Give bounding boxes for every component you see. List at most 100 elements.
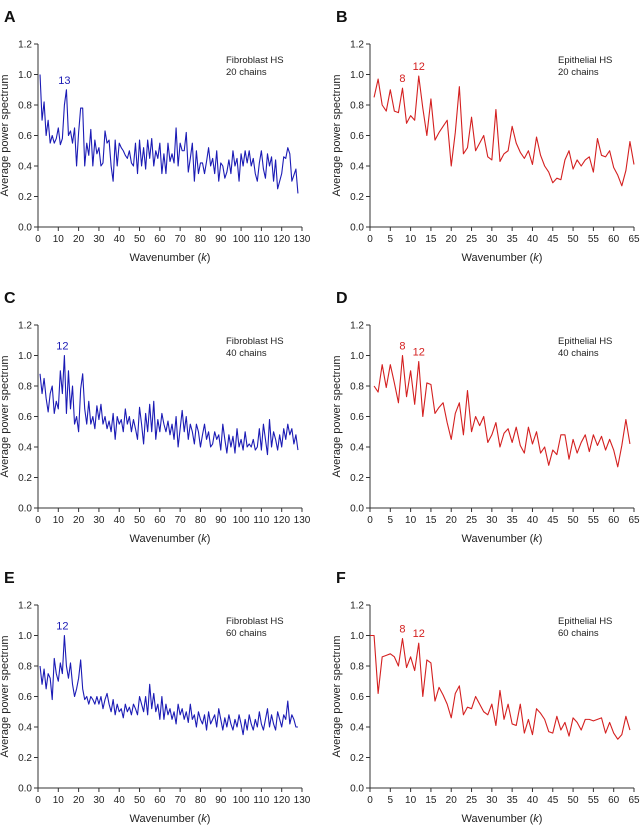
y-tick-label: 1.0	[350, 631, 364, 642]
x-tick-label: 10	[53, 515, 65, 526]
x-tick-label: 130	[294, 515, 311, 526]
x-tick-label: 30	[486, 234, 498, 245]
x-axis-label-variable: k	[533, 533, 539, 545]
y-tick-label: 0.0	[350, 223, 364, 234]
x-tick-label: 20	[73, 234, 85, 245]
y-tick-label: 1.0	[18, 631, 32, 642]
x-tick-label: 30	[486, 515, 498, 526]
x-tick-label: 120	[273, 234, 290, 245]
y-tick-label: 0.4	[18, 723, 32, 734]
y-tick-label: 0.4	[18, 443, 32, 454]
panel-f: F 0.0 0.2 0.4 0.6 0.8 1.0 1.2 0 5 10 15 20 25 30 35 40 45…	[331, 570, 640, 825]
peak-annotation: 8	[399, 341, 405, 353]
panel-e: E 0.0 0.2 0.4 0.6 0.8 1.0 1.2 0 10 20 30 40 50 60 70 80 9…	[0, 570, 311, 825]
y-axis-label: Average power spectrum	[331, 74, 343, 196]
x-tick-label: 0	[35, 795, 41, 806]
x-axis-label-prefix: Wavenumber (	[462, 813, 534, 825]
y-tick-label: 0.0	[350, 504, 364, 515]
x-tick-label: 70	[175, 795, 187, 806]
x-tick-label: 110	[253, 795, 269, 806]
legend-text: 40 chains	[226, 348, 267, 359]
y-tick-label: 1.0	[18, 70, 32, 81]
panel-letter: A	[4, 9, 16, 26]
x-axis-label: Wavenumber (k)	[130, 252, 211, 264]
legend-text: Fibroblast HS	[226, 616, 284, 627]
x-tick-label: 120	[273, 795, 290, 806]
x-axis-label-prefix: Wavenumber (	[130, 813, 202, 825]
x-tick-label: 25	[466, 795, 478, 806]
peak-annotation: 8	[399, 624, 405, 636]
panel-letter: D	[336, 290, 348, 307]
x-axis-label: Wavenumber (k)	[130, 813, 211, 825]
x-axis-label-prefix: Wavenumber (	[130, 533, 202, 545]
x-tick-label: 30	[93, 515, 105, 526]
y-tick-label: 0.4	[350, 162, 364, 173]
x-tick-label: 40	[114, 515, 126, 526]
y-tick-label: 0.8	[18, 101, 32, 112]
y-tick-label: 0.8	[350, 382, 364, 393]
x-tick-label: 25	[466, 515, 478, 526]
x-tick-label: 60	[608, 234, 620, 245]
x-tick-label: 80	[195, 515, 207, 526]
legend-text: Epithelial HS	[558, 336, 612, 347]
x-axis-label-variable: k	[533, 813, 539, 825]
series-line	[39, 634, 298, 736]
x-tick-label: 45	[547, 515, 559, 526]
x-axis-label: Wavenumber (k)	[462, 533, 543, 545]
x-tick-label: 50	[134, 515, 146, 526]
x-tick-label: 40	[114, 795, 126, 806]
x-tick-label: 40	[527, 515, 539, 526]
peak-annotation: 8	[399, 73, 405, 85]
x-tick-label: 80	[195, 795, 207, 806]
x-tick-label: 10	[405, 234, 417, 245]
x-tick-label: 65	[628, 515, 640, 526]
series-line	[373, 75, 635, 187]
x-tick-label: 65	[628, 795, 640, 806]
x-tick-label: 30	[93, 234, 105, 245]
y-axis-label: Average power spectrum	[331, 635, 343, 757]
y-tick-label: 0.8	[18, 382, 32, 393]
x-tick-label: 65	[628, 234, 640, 245]
y-tick-label: 0.6	[18, 131, 32, 142]
x-axis-label: Wavenumber (k)	[462, 252, 543, 264]
series-line	[370, 634, 631, 740]
x-tick-label: 110	[253, 515, 269, 526]
series-line	[39, 74, 299, 194]
x-tick-label: 20	[73, 795, 85, 806]
x-tick-label: 130	[294, 234, 311, 245]
legend-text: Epithelial HS	[558, 55, 612, 66]
panel-letter: F	[336, 570, 346, 587]
x-tick-label: 0	[367, 234, 373, 245]
y-tick-label: 1.0	[350, 70, 364, 81]
legend-text: 40 chains	[558, 348, 599, 359]
y-tick-label: 1.2	[18, 601, 32, 612]
x-axis-label: Wavenumber (k)	[462, 813, 543, 825]
x-axis-label-suffix: )	[539, 533, 543, 545]
x-tick-label: 55	[588, 234, 600, 245]
x-tick-label: 5	[388, 234, 394, 245]
x-axis-label-variable: k	[201, 252, 207, 264]
x-tick-label: 110	[253, 234, 269, 245]
y-tick-label: 0.0	[18, 784, 32, 795]
y-tick-label: 1.0	[350, 351, 364, 362]
y-axis-label: Average power spectrum	[0, 635, 11, 757]
panel-a: A 0.0 0.2 0.4 0.6 0.8 1.0 1.2 0 10 20 30 40 50 60 70 80 9…	[0, 9, 311, 264]
legend-text: Fibroblast HS	[226, 55, 284, 66]
x-axis-label-variable: k	[201, 813, 207, 825]
x-tick-label: 80	[195, 234, 207, 245]
legend-text: 20 chains	[226, 67, 267, 78]
x-tick-label: 100	[233, 234, 250, 245]
x-tick-label: 60	[154, 515, 166, 526]
x-axis-label-suffix: )	[207, 252, 211, 264]
peak-annotation: 12	[413, 628, 425, 640]
x-tick-label: 20	[446, 234, 458, 245]
y-tick-label: 1.2	[350, 601, 364, 612]
y-tick-label: 0.2	[18, 473, 32, 484]
x-axis-label: Wavenumber (k)	[130, 533, 211, 545]
x-tick-label: 35	[507, 515, 519, 526]
y-tick-label: 0.6	[18, 692, 32, 703]
x-tick-label: 20	[73, 515, 85, 526]
legend-text: 60 chains	[226, 628, 267, 639]
x-axis-label-prefix: Wavenumber (	[462, 252, 534, 264]
y-tick-label: 0.8	[18, 662, 32, 673]
